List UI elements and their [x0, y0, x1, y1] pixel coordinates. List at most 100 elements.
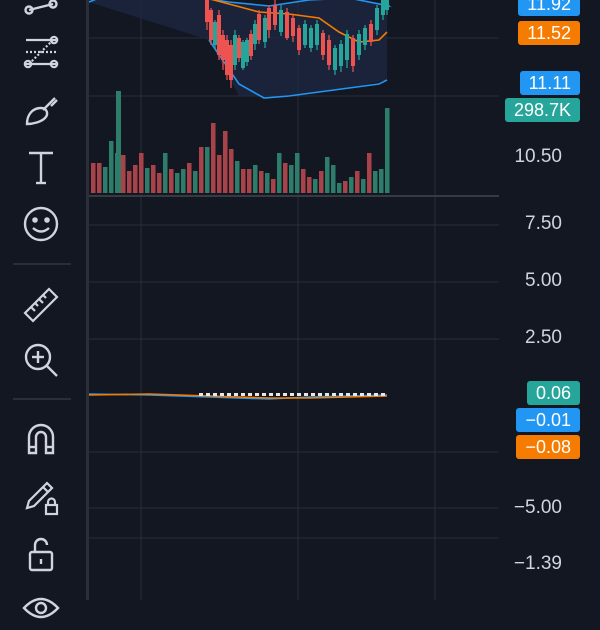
eye-icon [22, 597, 60, 619]
volume-tag: 298.7K [504, 98, 580, 122]
ruler-icon [23, 287, 59, 323]
measure-tool[interactable] [16, 281, 66, 325]
volume-bar [133, 165, 138, 193]
macd-line-tag: −0.01 [516, 408, 580, 432]
macd-histogram-bar [311, 393, 315, 396]
candle-body [273, 5, 277, 25]
macd-histogram-bar [339, 393, 343, 396]
brush-tool[interactable] [16, 88, 66, 132]
lock-all-tool[interactable] [16, 532, 66, 576]
macd-histogram-bar [290, 393, 294, 396]
candle-body [245, 40, 249, 62]
candle-body [381, 0, 385, 15]
magnet-tool[interactable] [16, 417, 66, 461]
candle-body [237, 38, 241, 58]
candle-body [315, 24, 319, 45]
volume-bar [199, 147, 204, 193]
candle-body [333, 48, 337, 70]
volume-bar [241, 169, 246, 193]
volume-bar [337, 183, 342, 193]
volume-bar [103, 167, 108, 193]
price-axis-label: 10.50 [514, 146, 562, 167]
toolbar-separator [13, 263, 71, 265]
candle-body [217, 15, 221, 55]
candle-body [253, 24, 257, 44]
volume-bar [169, 169, 174, 193]
volume-bar [193, 171, 198, 193]
candle-body [225, 40, 229, 75]
macd-axis-label: −1.39 [513, 553, 562, 574]
volume-bar [109, 141, 114, 193]
volume-bar [223, 131, 228, 193]
candle-body [257, 14, 261, 40]
chart-area[interactable]: 10.50 11.92 11.52 11.11 298.7K 7.50 5.00… [89, 0, 600, 600]
candle-body [291, 18, 295, 36]
candle-body [357, 34, 361, 55]
macd-axis-label: 5.00 [525, 270, 562, 291]
macd-histogram-bar [255, 393, 259, 396]
lock-drawings-tool[interactable] [16, 474, 66, 518]
drawing-toolbar [0, 0, 86, 619]
volume-bar [91, 163, 96, 193]
macd-axis-label: −5.00 [513, 497, 562, 518]
volume-bar [277, 153, 282, 193]
volume-bar [259, 171, 264, 193]
volume-bar [175, 173, 180, 193]
macd-histogram-bar [325, 393, 329, 396]
text-tool[interactable] [16, 145, 66, 189]
macd-histogram-bar [360, 393, 364, 396]
volume-bar [247, 169, 252, 193]
zoom-in-icon [24, 343, 58, 377]
trend-line-icon [24, 0, 58, 15]
emoji-tool[interactable] [16, 202, 66, 246]
zoom-in-tool[interactable] [16, 338, 66, 382]
macd-signal-line [89, 393, 388, 399]
volume-bar [97, 163, 102, 193]
candle-body [249, 34, 253, 56]
volume-bar [283, 163, 288, 193]
candle-body [209, 10, 213, 40]
candle-body [375, 8, 379, 30]
macd-signal-tag: −0.08 [516, 435, 580, 459]
volume-bar [355, 171, 360, 193]
candle-body [309, 28, 313, 48]
volume-bar [271, 179, 276, 193]
bollinger-upper-line [89, 0, 392, 8]
macd-histogram-bar [353, 393, 357, 396]
volume-bar [145, 168, 150, 193]
volume-bar [157, 173, 162, 193]
volume-bar [367, 153, 372, 193]
toolbar-divider [86, 0, 89, 600]
fib-retracement-icon [23, 35, 59, 69]
text-icon [29, 151, 53, 185]
volume-bar [265, 173, 270, 193]
price-chart [89, 0, 499, 600]
candle-body [241, 42, 245, 68]
volume-bar [319, 171, 324, 193]
volume-bar [187, 163, 192, 193]
unlock-icon [28, 537, 54, 572]
macd-histogram-bar [262, 393, 266, 396]
volume-bar [211, 123, 216, 193]
candle-body [263, 18, 267, 42]
candle-body [205, 0, 209, 22]
candle-body [327, 40, 331, 65]
eye-tool[interactable] [16, 586, 66, 630]
toolbar-separator [13, 398, 71, 400]
candle-body [369, 24, 373, 42]
macd-histogram-bar [248, 393, 252, 396]
volume-bar [121, 155, 126, 193]
volume-bar [325, 157, 330, 193]
volume-bar [205, 147, 210, 193]
volume-bar [235, 161, 240, 193]
candle-body [297, 28, 301, 50]
brush-icon [25, 97, 58, 126]
price-tag-lower-band: 11.11 [519, 71, 580, 95]
volume-bar [139, 153, 144, 193]
macd-histogram-bar [199, 393, 203, 396]
volume-bar [313, 179, 318, 193]
macd-histogram-bar [346, 393, 350, 396]
volume-bar [116, 91, 121, 193]
fib-retracement-tool[interactable] [16, 30, 66, 74]
trend-line-tool[interactable] [16, 0, 66, 24]
